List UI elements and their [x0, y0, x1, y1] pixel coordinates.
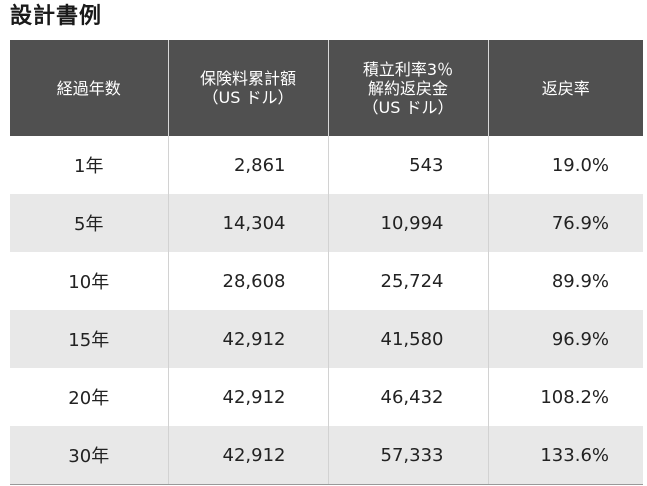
header-line: 返戻率	[541, 78, 590, 98]
cell-premium: 14,304	[168, 194, 329, 252]
table-row: 15年 42,912 41,580 96.9%	[10, 310, 643, 368]
cell-premium: 42,912	[168, 368, 329, 426]
header-return-rate: 返戻率	[488, 40, 643, 136]
header-line: 解約返戻金	[367, 78, 448, 98]
table-row: 30年 42,912 57,333 133.6%	[10, 426, 643, 485]
cell-premium: 28,608	[168, 252, 329, 310]
table-row: 10年 28,608 25,724 89.9%	[10, 252, 643, 310]
table-row: 20年 42,912 46,432 108.2%	[10, 368, 643, 426]
cell-rate: 133.6%	[488, 426, 643, 485]
cell-premium: 42,912	[168, 310, 329, 368]
table-header: 経過年数 保険料累計額 （US ドル） 積立利率3％ 解約返戻金 （US ドル）…	[10, 40, 643, 136]
design-example-table: 経過年数 保険料累計額 （US ドル） 積立利率3％ 解約返戻金 （US ドル）…	[10, 40, 643, 485]
header-row: 経過年数 保険料累計額 （US ドル） 積立利率3％ 解約返戻金 （US ドル）…	[10, 40, 643, 136]
cell-refund: 25,724	[328, 252, 489, 310]
cell-year: 15年	[10, 310, 169, 368]
cell-rate: 96.9%	[488, 310, 643, 368]
cell-rate: 76.9%	[488, 194, 643, 252]
cell-premium: 2,861	[168, 136, 329, 194]
cell-year: 10年	[10, 252, 169, 310]
cell-refund: 41,580	[328, 310, 489, 368]
cell-premium: 42,912	[168, 426, 329, 485]
cell-rate: 108.2%	[540, 386, 609, 408]
cell-year: 5年	[10, 194, 169, 252]
cell-refund: 10,994	[328, 194, 489, 252]
cell-year: 30年	[10, 426, 169, 485]
header-line: 積立利率3％	[362, 59, 454, 79]
header-surrender-value: 積立利率3％ 解約返戻金 （US ドル）	[328, 40, 489, 136]
table-row: 5年 14,304 10,994 76.9%	[10, 194, 643, 252]
header-cumulative-premium: 保険料累計額 （US ドル）	[168, 40, 329, 136]
cell-year: 1年	[10, 136, 169, 194]
cell-rate: 89.9%	[551, 270, 609, 292]
header-elapsed-years: 経過年数	[10, 40, 169, 136]
header-line: （US ドル）	[202, 88, 294, 107]
header-line: 経過年数	[56, 78, 121, 98]
table-row: 1年 2,861 543 19.0%	[10, 136, 643, 194]
table-body: 1年 2,861 543 19.0% 5年 14,304 10,994 76.9…	[10, 136, 643, 485]
cell-refund: 543	[328, 136, 489, 194]
document-title: 設計書例	[10, 4, 103, 29]
cell-refund: 57,333	[328, 426, 489, 485]
cell-year: 20年	[10, 368, 169, 426]
cell-refund: 46,432	[328, 368, 489, 426]
header-line: 保険料累計額	[199, 69, 296, 88]
header-line: （US ドル）	[362, 97, 454, 117]
cell-rate: 19.0%	[551, 154, 609, 176]
